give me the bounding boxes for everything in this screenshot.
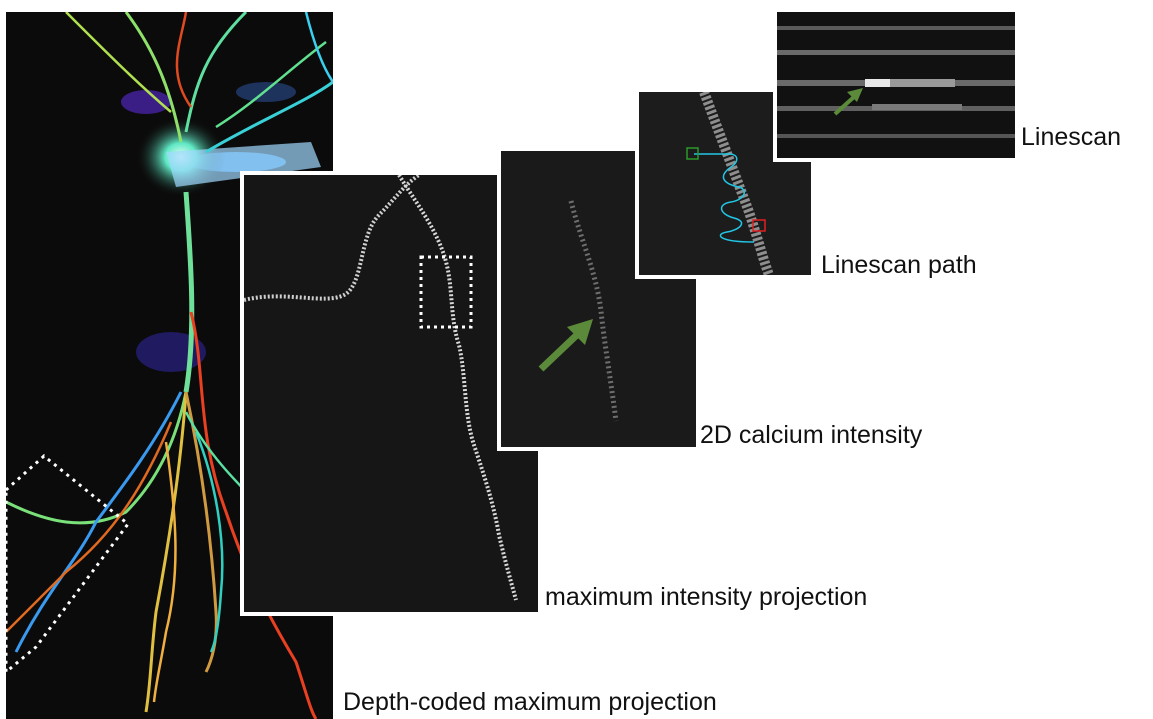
linescan-image bbox=[773, 8, 1019, 162]
calcium-intensity-label: 2D calcium intensity bbox=[700, 421, 923, 449]
arrow-icon bbox=[538, 319, 593, 372]
linescan-path-label: Linescan path bbox=[821, 251, 977, 279]
linescan-label: Linescan bbox=[1021, 123, 1122, 151]
arrow-icon bbox=[833, 88, 863, 116]
max-intensity-projection-label: maximum intensity projection bbox=[545, 583, 868, 611]
depth-coded-projection-label: Depth-coded maximum projection bbox=[343, 688, 717, 716]
calcium-intensity-image bbox=[497, 147, 700, 451]
